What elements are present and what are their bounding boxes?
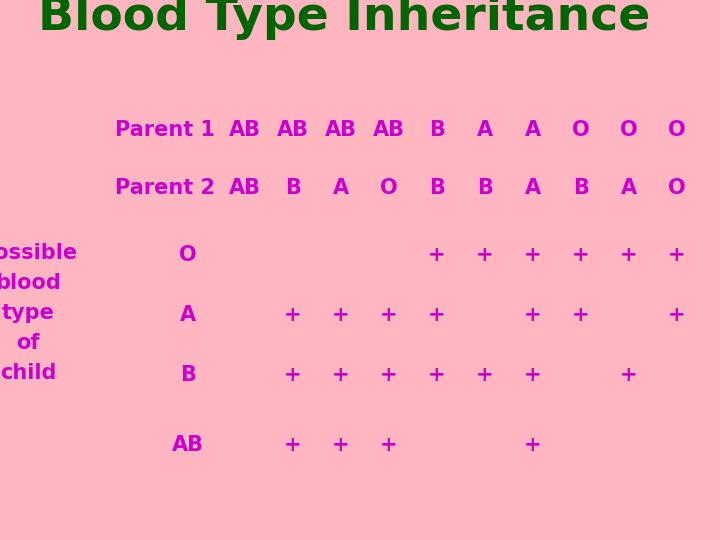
Text: blood: blood xyxy=(0,273,61,293)
Text: AB: AB xyxy=(325,120,357,140)
Text: B: B xyxy=(285,178,301,198)
Text: O: O xyxy=(620,120,638,140)
Text: +: + xyxy=(380,435,398,455)
Text: +: + xyxy=(428,305,446,325)
Text: +: + xyxy=(668,245,686,265)
Text: A: A xyxy=(525,120,541,140)
Text: B: B xyxy=(429,178,445,198)
Text: +: + xyxy=(332,365,350,385)
Text: +: + xyxy=(524,305,542,325)
Text: B: B xyxy=(477,178,493,198)
Text: +: + xyxy=(572,245,590,265)
Text: AB: AB xyxy=(229,120,261,140)
Text: B: B xyxy=(429,120,445,140)
Text: +: + xyxy=(476,245,494,265)
Text: A: A xyxy=(621,178,637,198)
Text: A: A xyxy=(525,178,541,198)
Text: +: + xyxy=(620,245,638,265)
Text: Possible: Possible xyxy=(0,243,77,263)
Text: +: + xyxy=(284,305,302,325)
Text: O: O xyxy=(572,120,590,140)
Text: A: A xyxy=(477,120,493,140)
Text: B: B xyxy=(180,365,196,385)
Text: O: O xyxy=(668,120,686,140)
Text: AB: AB xyxy=(229,178,261,198)
Text: +: + xyxy=(476,365,494,385)
Text: child: child xyxy=(0,363,56,383)
Text: +: + xyxy=(380,365,398,385)
Text: O: O xyxy=(380,178,398,198)
Text: O: O xyxy=(668,178,686,198)
Text: +: + xyxy=(620,365,638,385)
Text: +: + xyxy=(284,435,302,455)
Text: A: A xyxy=(180,305,196,325)
Text: +: + xyxy=(668,305,686,325)
Text: +: + xyxy=(428,365,446,385)
Text: +: + xyxy=(332,435,350,455)
Text: Parent 2: Parent 2 xyxy=(115,178,215,198)
Text: O: O xyxy=(179,245,197,265)
Text: +: + xyxy=(524,245,542,265)
Text: +: + xyxy=(380,305,398,325)
Text: +: + xyxy=(284,365,302,385)
Text: +: + xyxy=(332,305,350,325)
Text: Parent 1: Parent 1 xyxy=(115,120,215,140)
Text: type: type xyxy=(1,303,55,323)
Text: Blood Type Inheritance: Blood Type Inheritance xyxy=(38,0,650,40)
Text: of: of xyxy=(17,333,40,353)
Text: +: + xyxy=(524,365,542,385)
Text: AB: AB xyxy=(373,120,405,140)
Text: B: B xyxy=(573,178,589,198)
Text: +: + xyxy=(572,305,590,325)
Text: AB: AB xyxy=(277,120,309,140)
Text: +: + xyxy=(524,435,542,455)
Text: +: + xyxy=(428,245,446,265)
Text: A: A xyxy=(333,178,349,198)
Text: AB: AB xyxy=(172,435,204,455)
